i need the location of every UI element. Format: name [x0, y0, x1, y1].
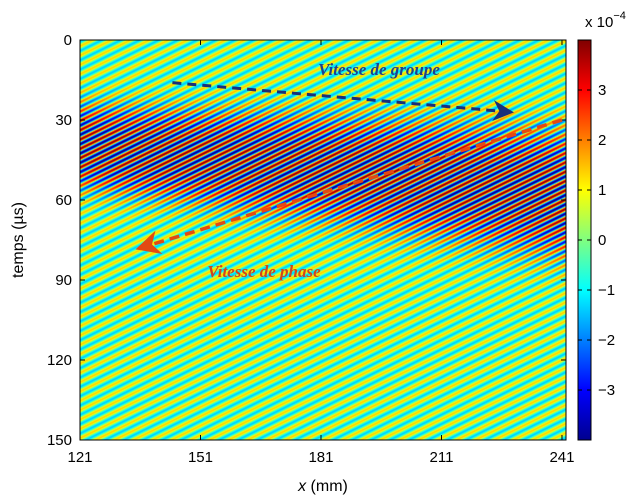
y-tick-label: 60 [55, 192, 72, 209]
phase-velocity-label: Vitesse de phase [207, 262, 321, 281]
wave-field-heatmap [80, 40, 566, 440]
colorbar-tick-label: 2 [598, 132, 606, 149]
colorbar-exponent: x 10−4 [585, 10, 626, 31]
y-tick-label: 150 [47, 432, 72, 449]
y-tick-label: 0 [64, 32, 72, 49]
colorbar-tick-label: 1 [598, 182, 606, 199]
colorbar-tick-label: 0 [598, 232, 606, 249]
x-tick-label: 181 [308, 449, 333, 466]
x-tick-label: 241 [549, 449, 574, 466]
annotations: Vitesse de groupe Vitesse de phase [135, 60, 563, 281]
phase-velocity-arrow [135, 118, 563, 255]
group-velocity-arrow [172, 81, 514, 122]
x-axis-label: x (mm) [297, 478, 348, 495]
plot-area [79, 39, 567, 441]
colorbar-tick-label: 3 [598, 82, 606, 99]
y-tick-label: 120 [47, 352, 72, 369]
x-tick-label: 151 [188, 449, 213, 466]
colorbar-tick-label: −3 [598, 382, 615, 399]
group-velocity-label: Vitesse de groupe [318, 60, 440, 79]
y-axis: 0 30 60 90 120 150 [47, 32, 566, 449]
x-axis: 121 151 181 211 241 [67, 40, 574, 466]
x-tick-label: 211 [430, 449, 454, 466]
colorbar: 3 2 1 0 −1 −2 −3 x 10−4 [577, 10, 626, 441]
y-tick-label: 90 [55, 272, 72, 289]
x-tick-label: 121 [67, 449, 92, 466]
colorbar-ticks: 3 2 1 0 −1 −2 −3 [578, 82, 615, 399]
plot-frame [79, 39, 567, 441]
colorbar-tick-label: −1 [598, 282, 615, 299]
y-axis-label: temps (µs) [10, 202, 27, 278]
colorbar-tick-label: −2 [598, 332, 615, 349]
y-tick-label: 30 [55, 112, 72, 129]
